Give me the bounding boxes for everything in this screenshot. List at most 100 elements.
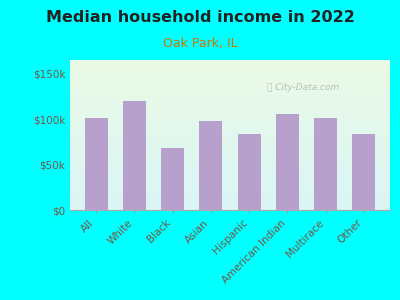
Bar: [70, 150, 390, 152]
Bar: [70, 102, 390, 104]
Bar: [70, 189, 390, 190]
Bar: [70, 123, 390, 124]
Bar: [70, 63, 390, 64]
Bar: [70, 158, 390, 159]
Bar: [70, 142, 390, 144]
Bar: [70, 96, 390, 98]
Bar: [70, 120, 390, 122]
Bar: [70, 93, 390, 94]
Bar: [70, 85, 390, 87]
Bar: [70, 171, 390, 172]
Bar: [70, 147, 390, 148]
Bar: [70, 152, 390, 153]
Bar: [70, 138, 390, 140]
Bar: [70, 168, 390, 170]
Bar: [70, 169, 390, 171]
Bar: [70, 110, 390, 111]
Bar: [70, 183, 390, 184]
Bar: [70, 66, 390, 68]
Bar: [70, 154, 390, 156]
Text: Median household income in 2022: Median household income in 2022: [46, 11, 354, 26]
Bar: [70, 177, 390, 178]
Bar: [70, 141, 390, 142]
Bar: [238, 134, 261, 210]
Bar: [70, 200, 390, 201]
Bar: [70, 84, 390, 86]
Bar: [70, 99, 390, 100]
Bar: [70, 144, 390, 146]
Bar: [70, 78, 390, 80]
Bar: [70, 70, 390, 72]
Bar: [70, 116, 390, 117]
Bar: [70, 106, 390, 108]
Bar: [70, 130, 390, 132]
Bar: [70, 111, 390, 112]
Bar: [70, 128, 390, 129]
Bar: [70, 162, 390, 164]
Bar: [70, 61, 390, 63]
Text: ⓘ City-Data.com: ⓘ City-Data.com: [268, 83, 340, 92]
Bar: [161, 148, 184, 210]
Bar: [70, 136, 390, 138]
Bar: [70, 90, 390, 92]
Bar: [70, 108, 390, 110]
Bar: [70, 69, 390, 70]
Bar: [70, 81, 390, 82]
Bar: [70, 208, 390, 210]
Bar: [84, 118, 108, 210]
Bar: [70, 60, 390, 61]
Bar: [352, 134, 376, 210]
Bar: [276, 114, 299, 210]
Bar: [70, 186, 390, 188]
Bar: [70, 198, 390, 200]
Bar: [70, 196, 390, 198]
Bar: [70, 176, 390, 177]
Bar: [70, 140, 390, 141]
Bar: [70, 103, 390, 105]
Bar: [70, 164, 390, 165]
Bar: [70, 165, 390, 166]
Bar: [70, 156, 390, 158]
Bar: [70, 126, 390, 128]
Bar: [123, 101, 146, 210]
Bar: [70, 148, 390, 150]
Bar: [70, 105, 390, 106]
Bar: [70, 112, 390, 114]
Bar: [70, 160, 390, 162]
Bar: [70, 98, 390, 99]
Bar: [70, 76, 390, 78]
Bar: [70, 184, 390, 186]
Bar: [70, 68, 390, 69]
Bar: [70, 194, 390, 195]
Bar: [70, 195, 390, 196]
Bar: [70, 180, 390, 182]
Bar: [70, 146, 390, 147]
Bar: [70, 74, 390, 75]
Bar: [70, 159, 390, 160]
Bar: [70, 132, 390, 134]
Bar: [70, 92, 390, 93]
Bar: [70, 80, 390, 81]
Bar: [70, 64, 390, 66]
Bar: [70, 134, 390, 135]
Bar: [70, 188, 390, 189]
Bar: [70, 87, 390, 88]
Bar: [70, 82, 390, 84]
Bar: [70, 204, 390, 206]
Bar: [70, 174, 390, 176]
Bar: [70, 100, 390, 102]
Bar: [70, 75, 390, 76]
Bar: [70, 72, 390, 74]
Bar: [70, 201, 390, 202]
Bar: [70, 192, 390, 194]
Bar: [314, 118, 337, 210]
Bar: [70, 190, 390, 192]
Bar: [70, 124, 390, 126]
Bar: [70, 129, 390, 130]
Bar: [70, 206, 390, 207]
Bar: [70, 135, 390, 136]
Bar: [70, 207, 390, 208]
Bar: [70, 153, 390, 154]
Text: Oak Park, IL: Oak Park, IL: [163, 38, 237, 50]
Bar: [70, 118, 390, 120]
